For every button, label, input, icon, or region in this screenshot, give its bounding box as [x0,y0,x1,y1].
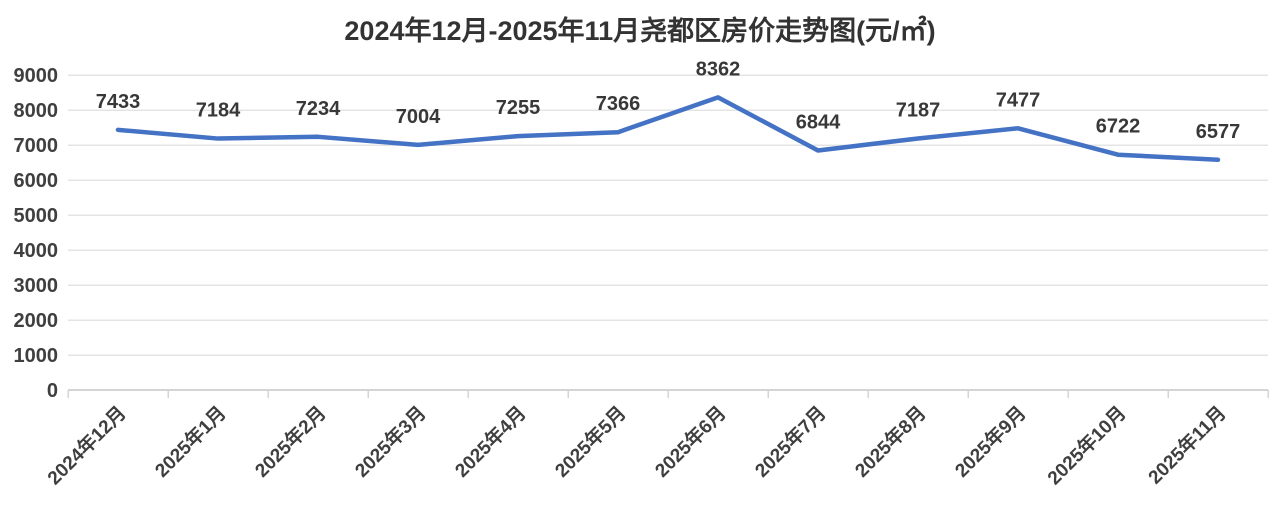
gridlines-group [68,74,1268,356]
data-point-label: 6844 [796,111,841,133]
data-point-label: 7234 [296,98,341,120]
y-axis-tick-label: 9000 [14,65,59,87]
x-axis-category-label: 2025年11月 [1143,401,1230,488]
data-point-label: 7433 [96,91,141,113]
price-trend-line [115,95,1221,163]
y-axis-tick-label: 6000 [14,170,59,192]
y-axis-tick-label: 7000 [14,135,59,157]
y-axis-tick-label: 2000 [14,310,59,332]
data-point-label: 7184 [196,100,241,122]
data-point-label: 7366 [596,93,641,115]
y-axis-tick-label: 1000 [14,345,59,367]
y-axis-tick-label: 8000 [14,100,59,122]
y-axis-tick-label: 5000 [14,205,59,227]
price-line-series [115,95,1221,163]
data-point-label: 7004 [396,106,441,128]
y-axis-tick-label: 0 [47,380,58,402]
x-axis-category-label: 2025年9月 [950,401,1030,481]
x-axis-category-label: 2025年10月 [1043,401,1131,489]
x-axis-category-label: 2025年5月 [550,401,630,481]
data-point-label: 7187 [896,99,941,121]
x-axis-category-label: 2025年7月 [750,401,830,481]
axes-group: 0 1000 2000 3000 4000 5000 6000 7000 8000 9000 202… [14,65,1269,489]
x-axis-category-label: 2025年1月 [150,401,230,481]
data-point-label: 7255 [496,97,541,119]
data-labels-group: 7433 7184 7234 7004 7255 7366 8362 6844 7187 7477… [96,58,1241,142]
y-axis-tick-label: 4000 [14,240,59,262]
x-axis-category-label: 2025年3月 [350,401,430,481]
data-point-label: 6722 [1096,116,1141,138]
y-axis-tick-label: 3000 [14,275,59,297]
x-axis-category-label: 2025年8月 [850,401,930,481]
x-axis-category-label: 2024年12月 [43,401,131,489]
data-point-label: 8362 [696,58,741,80]
data-point-label: 7477 [996,89,1041,111]
x-axis-category-label: 2025年6月 [650,401,730,481]
x-axis-category-label: 2025年2月 [250,401,330,481]
data-point-label: 6577 [1196,121,1241,143]
x-axis-category-label: 2025年4月 [450,401,530,481]
chart-title: 2024年12月-2025年11月尧都区房价走势图(元/㎡) [344,15,935,46]
